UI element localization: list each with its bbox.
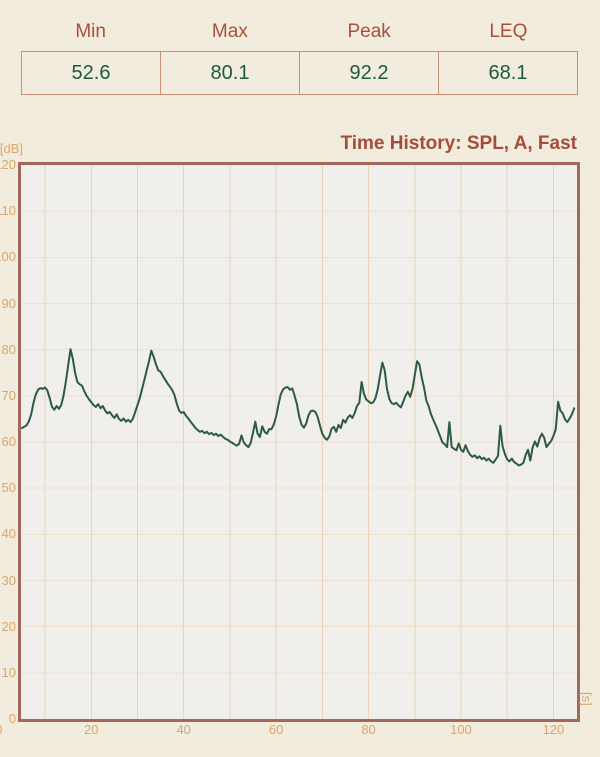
stat-header-min: Min xyxy=(75,21,106,42)
stat-value-max: 80.1 xyxy=(160,51,300,95)
x-tick-label: 80 xyxy=(361,722,376,737)
x-tick-label: 20 xyxy=(84,722,99,737)
x-axis-unit-label: [s] xyxy=(579,692,594,706)
y-tick-label: 50 xyxy=(1,480,16,496)
stat-header-peak: Peak xyxy=(347,21,391,42)
stat-value-min: 52.6 xyxy=(21,51,161,95)
y-axis-unit-label: [dB] xyxy=(0,141,23,156)
y-tick-label: 90 xyxy=(1,295,16,311)
y-tick-label: 100 xyxy=(0,249,16,265)
stat-header-max: Max xyxy=(211,21,248,42)
stats-header-row: Min Max Peak LEQ xyxy=(21,18,578,51)
stats-table: Min Max Peak LEQ 52.6 80.1 92.2 68.1 xyxy=(21,18,578,95)
y-tick-label: 120 xyxy=(0,157,16,172)
x-tick-label: 40 xyxy=(176,722,191,737)
y-tick-label: 40 xyxy=(1,526,16,542)
y-tick-label: 0 xyxy=(8,711,16,726)
chart-title: Time History: SPL, A, Fast xyxy=(340,133,578,154)
stats-value-row: 52.6 80.1 92.2 68.1 xyxy=(21,51,578,95)
stat-value-peak: 92.2 xyxy=(299,51,439,95)
y-tick-label: 60 xyxy=(1,434,16,449)
x-tick-label: 0 xyxy=(0,722,29,737)
chart-svg xyxy=(21,165,577,719)
y-tick-label: 20 xyxy=(1,618,16,634)
x-tick-label: 60 xyxy=(268,722,284,737)
x-tick-label: 100 xyxy=(450,722,472,737)
y-tick-label: 70 xyxy=(1,387,16,403)
y-tick-label: 110 xyxy=(0,203,16,219)
stat-header-leq: LEQ xyxy=(489,21,528,42)
time-history-plot xyxy=(18,162,580,722)
y-tick-label: 30 xyxy=(1,572,16,588)
y-tick-label: 10 xyxy=(1,664,16,680)
y-tick-label: 80 xyxy=(1,341,16,357)
spl-line xyxy=(21,348,576,467)
x-tick-label: 120 xyxy=(542,722,565,737)
stat-value-leq: 68.1 xyxy=(438,51,578,95)
